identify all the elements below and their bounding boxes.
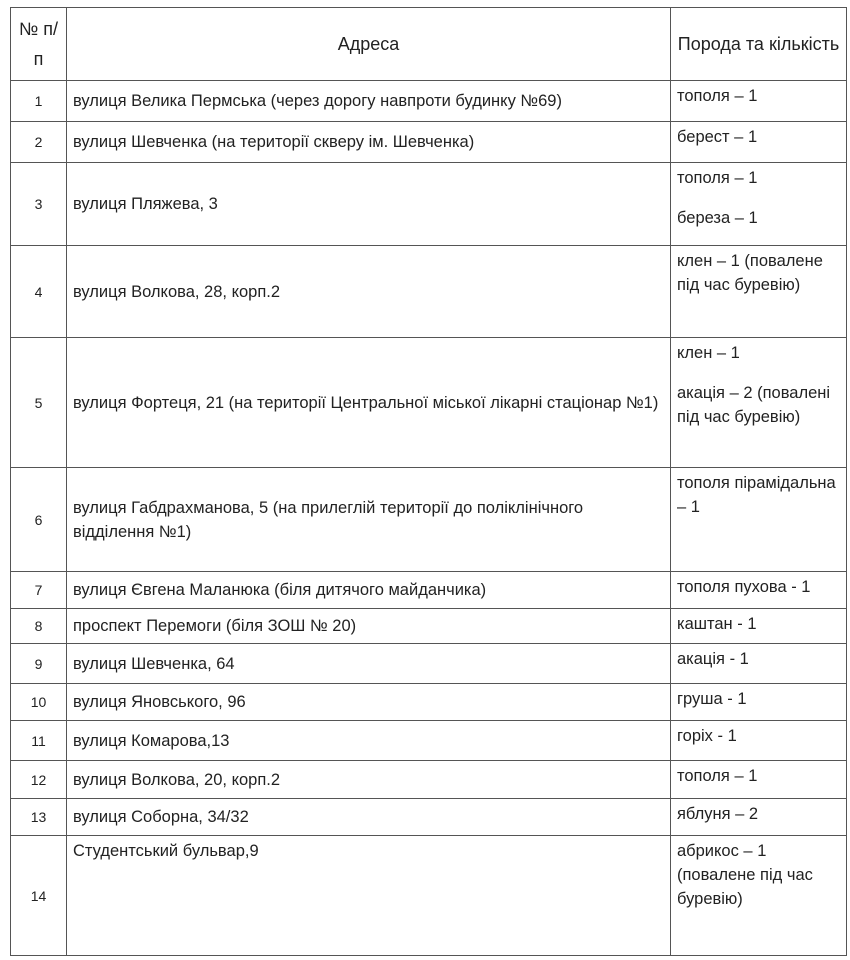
table-row: 10 вулиця Яновського, 96 груша - 1 <box>10 683 847 721</box>
table-row: 6 вулиця Габдрахманова, 5 (на прилеглій т… <box>10 467 847 572</box>
row-address: Студентський бульвар,9 <box>66 835 671 956</box>
species-entry: тополя – 1 <box>677 169 758 187</box>
header-species: Порода та кількість <box>670 7 847 81</box>
table-row: 1 вулиця Велика Пермська (через дорогу на… <box>10 80 847 122</box>
table-row: 13 вулиця Соборна, 34/32 яблуня – 2 <box>10 798 847 836</box>
table-row: 8 проспект Перемоги (біля ЗОШ № 20) каштан… <box>10 608 847 644</box>
row-species: тополя пухова - 1 <box>670 571 847 609</box>
row-number: 7 <box>10 571 67 609</box>
table-row: 14 Студентський бульвар,9 абрикос – 1 (пов… <box>10 835 847 956</box>
species-entry: береза – 1 <box>677 209 758 227</box>
species-entry: яблуня – 2 <box>677 805 759 823</box>
header-address: Адреса <box>66 7 671 81</box>
table-row: 12 вулиця Волкова, 20, корп.2 тополя – 1 <box>10 760 847 799</box>
row-species: берест – 1 <box>670 121 847 163</box>
row-address: вулиця Волкова, 28, корп.2 <box>66 245 671 338</box>
row-species: акація - 1 <box>670 643 847 684</box>
row-address: вулиця Велика Пермська (через дорогу нав… <box>66 80 671 122</box>
species-entry: тополя – 1 <box>677 767 758 785</box>
row-number: 4 <box>10 245 67 338</box>
header-row: № п/п Адреса Порода та кількість <box>10 7 847 81</box>
row-address: вулиця Комарова,13 <box>66 720 671 761</box>
row-species: клен – 1 (повалене під час буревію) <box>670 245 847 338</box>
row-number: 11 <box>10 720 67 761</box>
table-row: 9 вулиця Шевченка, 64 акація - 1 <box>10 643 847 684</box>
row-species: горіх - 1 <box>670 720 847 761</box>
species-entry: абрикос – 1 (повалене під час буревію) <box>677 842 813 908</box>
row-address: вулиця Волкова, 20, корп.2 <box>66 760 671 799</box>
row-number: 6 <box>10 467 67 572</box>
row-species: яблуня – 2 <box>670 798 847 836</box>
species-entry: клен – 1 (повалене під час буревію) <box>677 252 823 294</box>
species-entry: тополя пухова - 1 <box>677 578 811 596</box>
row-address: вулиця Шевченка, 64 <box>66 643 671 684</box>
row-number: 12 <box>10 760 67 799</box>
row-address: вулиця Пляжева, 3 <box>66 162 671 246</box>
row-number: 2 <box>10 121 67 163</box>
row-species: тополя пірамідальна – 1 <box>670 467 847 572</box>
row-number: 14 <box>10 835 67 956</box>
species-entry: берест – 1 <box>677 128 758 146</box>
row-address: проспект Перемоги (біля ЗОШ № 20) <box>66 608 671 644</box>
row-address: вулиця Євгена Маланюка (біля дитячого ма… <box>66 571 671 609</box>
row-number: 13 <box>10 798 67 836</box>
row-species: тополя – 1 <box>670 760 847 799</box>
row-species: абрикос – 1 (повалене під час буревію) <box>670 835 847 956</box>
trees-table: № п/п Адреса Порода та кількість 1 вулиця… <box>10 7 847 956</box>
table-row: 2 вулиця Шевченка (на території скверу ім… <box>10 121 847 163</box>
row-number: 9 <box>10 643 67 684</box>
row-number: 3 <box>10 162 67 246</box>
species-entry: каштан - 1 <box>677 615 757 633</box>
row-address: вулиця Яновського, 96 <box>66 683 671 721</box>
table-row: 5 вулиця Фортеця, 21 (на території Центра… <box>10 337 847 468</box>
species-entry: тополя – 1 <box>677 87 758 105</box>
table-row: 4 вулиця Волкова, 28, корп.2 клен – 1 (пов… <box>10 245 847 338</box>
species-entry: груша - 1 <box>677 690 747 708</box>
table-row: 11 вулиця Комарова,13 горіх - 1 <box>10 720 847 761</box>
row-number: 8 <box>10 608 67 644</box>
species-entry: акація – 2 (повалені під час буревію) <box>677 384 831 426</box>
row-number: 1 <box>10 80 67 122</box>
row-number: 5 <box>10 337 67 468</box>
header-num: № п/п <box>10 7 67 81</box>
row-species: груша - 1 <box>670 683 847 721</box>
row-address: вулиця Габдрахманова, 5 (на прилеглій те… <box>66 467 671 572</box>
row-species: тополя – 1 <box>670 80 847 122</box>
species-entry: акація - 1 <box>677 650 749 668</box>
table-row: 7 вулиця Євгена Маланюка (біля дитячого м… <box>10 571 847 609</box>
row-address: вулиця Шевченка (на території скверу ім.… <box>66 121 671 163</box>
row-species: клен – 1 акація – 2 (повалені під час бур… <box>670 337 847 468</box>
table-row: 3 вулиця Пляжева, 3 тополя – 1 береза – 1 <box>10 162 847 246</box>
row-number: 10 <box>10 683 67 721</box>
species-entry: тополя пірамідальна – 1 <box>677 474 836 516</box>
species-entry: клен – 1 <box>677 344 740 362</box>
row-address: вулиця Фортеця, 21 (на території Централ… <box>66 337 671 468</box>
row-address: вулиця Соборна, 34/32 <box>66 798 671 836</box>
row-species: тополя – 1 береза – 1 <box>670 162 847 246</box>
species-entry: горіх - 1 <box>677 727 737 745</box>
row-species: каштан - 1 <box>670 608 847 644</box>
